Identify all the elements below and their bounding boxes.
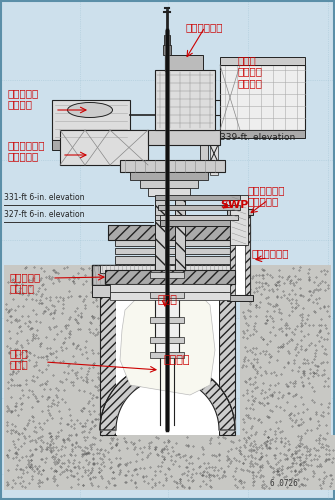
Ellipse shape [67,102,113,118]
Polygon shape [100,362,235,430]
Bar [155,195,165,270]
Bar [220,65,305,130]
Bar [245,215,250,295]
Bar [175,195,185,270]
Bar [110,284,230,292]
Bar [210,145,218,175]
Bar [140,145,148,175]
Text: ドリルマシン: ドリルマシン [185,22,222,32]
Bar [155,195,240,200]
Bar [4,435,335,490]
Bar [52,100,130,140]
Bar [230,215,235,295]
Text: 331-ft 6-in. elevation: 331-ft 6-in. elevation [4,193,84,202]
Bar [115,240,243,246]
Polygon shape [116,378,219,430]
Text: 6 0726: 6 0726 [270,479,298,488]
Bar [150,292,184,298]
Bar [115,256,243,264]
Bar [227,295,253,301]
Bar [150,317,184,323]
Text: 収納缶: 収納缶 [157,295,177,305]
Bar [130,172,208,180]
Bar [52,140,130,150]
Bar [110,292,230,300]
Text: 水中ドリル
保持構造: 水中ドリル 保持構造 [10,272,41,293]
Bar [150,272,184,278]
Bar [148,130,220,145]
Text: 接続ブラット
トフォーム: 接続ブラット トフォーム [8,140,46,162]
Text: SWP: SWP [220,200,248,210]
Bar [155,275,179,355]
Bar [155,215,240,220]
Bar [164,35,170,45]
Bar [120,160,225,172]
Bar [140,180,198,188]
Bar [105,270,235,284]
Text: 上部空洞: 上部空洞 [163,355,190,365]
Text: 339-ft. elevation: 339-ft. elevation [220,133,295,142]
Text: 収納缶カルー
セルマスト: 収納缶カルー セルマスト [248,185,285,206]
Text: 輸送キャスク: 輸送キャスク [252,248,289,258]
Bar [4,265,104,475]
Bar [108,225,250,240]
Bar [158,205,240,210]
Bar [200,145,208,175]
Text: ドリル
案内管: ドリル 案内管 [10,348,29,370]
Bar [92,285,110,297]
Bar [160,218,235,226]
Bar [100,265,116,435]
Bar [220,57,305,65]
Bar [115,248,243,254]
Bar [230,215,250,295]
Bar [240,265,331,475]
Bar [230,195,248,245]
Bar [92,265,243,285]
Text: 327-ft 6-in. elevation: 327-ft 6-in. elevation [4,210,84,219]
Text: 輸送キャス
ク回転台: 輸送キャス ク回転台 [8,88,39,110]
Bar [165,55,203,70]
Bar [155,70,215,130]
Bar [116,265,219,435]
Bar [100,265,235,273]
Text: 運転員
プラット
フォーム: 運転員 プラット フォーム [238,55,263,88]
Bar [150,337,184,343]
Bar [227,209,253,215]
Bar [160,215,238,220]
Bar [219,265,235,435]
Bar [163,45,171,55]
Bar [220,130,305,138]
Bar [130,145,138,175]
Bar [60,130,148,165]
Polygon shape [120,290,215,395]
Bar [150,352,184,358]
Bar [148,188,190,196]
Bar [225,285,243,297]
